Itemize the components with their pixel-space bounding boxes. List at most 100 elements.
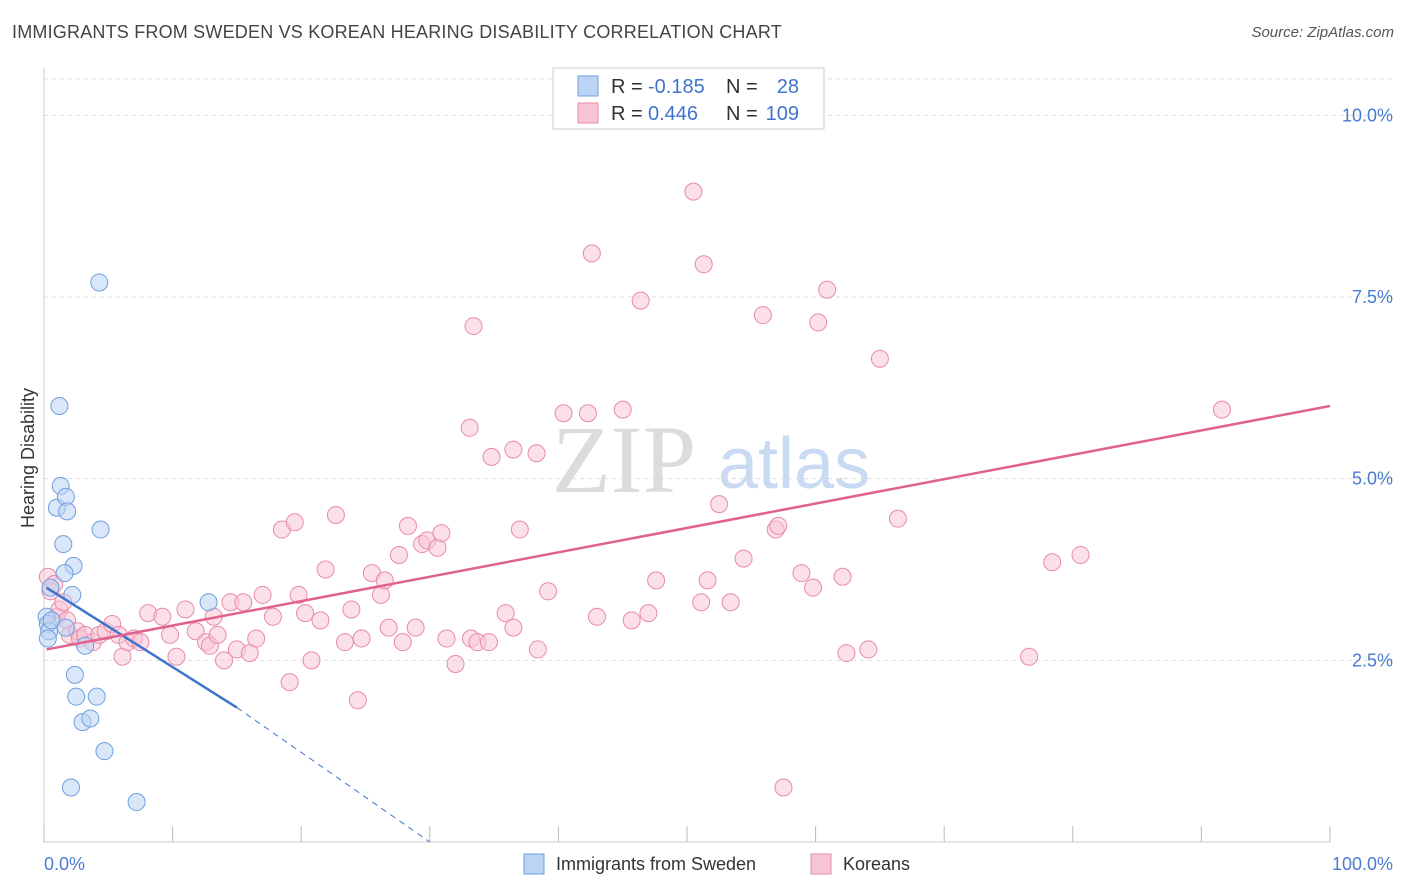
koreans-point [631, 291, 650, 310]
koreans-point [833, 567, 852, 586]
koreans-point [335, 633, 354, 652]
sweden-point [62, 778, 81, 797]
koreans-point [753, 306, 772, 325]
koreans-point [587, 607, 606, 626]
koreans-point [289, 585, 308, 604]
koreans-point [684, 182, 703, 201]
koreans-point [504, 618, 523, 637]
koreans-point [446, 654, 465, 673]
koreans-point [578, 404, 597, 423]
koreans-point [482, 447, 501, 466]
legend-n-label-koreans: N = [726, 103, 758, 125]
koreans-point [215, 651, 234, 670]
koreans-point [263, 607, 282, 626]
y-tick-label: 2.5% [1352, 650, 1393, 670]
koreans-point [496, 604, 515, 623]
koreans-point [698, 571, 717, 590]
koreans-point [527, 444, 546, 463]
koreans-point [247, 629, 266, 648]
legend-r-label-sweden: R = [611, 76, 643, 98]
x-tick-label-max: 100.0% [1332, 854, 1393, 874]
koreans-point [1071, 545, 1090, 564]
koreans-point [285, 513, 304, 532]
legend-r-value-koreans: 0.446 [648, 103, 698, 125]
x-tick-label-min: 0.0% [44, 854, 85, 874]
sweden-point [55, 564, 74, 583]
koreans-point [379, 618, 398, 637]
koreans-point [464, 317, 483, 336]
koreans-point [582, 244, 601, 263]
koreans-point [804, 578, 823, 597]
koreans-point [176, 600, 195, 619]
sweden-point [81, 709, 100, 728]
koreans-point [639, 604, 658, 623]
koreans-point [280, 673, 299, 692]
y-tick-labels: 2.5% 5.0% 7.5% 10.0% [1342, 105, 1393, 670]
series-legend: Immigrants from Sweden Koreans [523, 853, 910, 875]
koreans-point [818, 280, 837, 299]
y-tick-label: 10.0% [1342, 105, 1393, 125]
gridlines [44, 78, 1393, 661]
koreans-point [437, 629, 456, 648]
sweden-point [127, 793, 146, 812]
koreans-point [510, 520, 529, 539]
trendlines [45, 404, 1331, 843]
sweden-point [67, 687, 86, 706]
koreans-point [352, 629, 371, 648]
bottom-legend-label-koreans: Koreans [843, 854, 910, 874]
koreans-point [710, 495, 729, 514]
legend-swatch-koreans [577, 102, 599, 124]
koreans-point [792, 564, 811, 583]
sweden-point [87, 687, 106, 706]
koreans-point [622, 611, 641, 630]
sweden-trendline [45, 586, 238, 709]
sweden-point [56, 618, 75, 637]
koreans-point [554, 404, 573, 423]
koreans-point [1212, 400, 1231, 419]
koreans-point [479, 633, 498, 652]
koreans-point [769, 516, 788, 535]
sweden-point [54, 535, 73, 554]
koreans-point [393, 633, 412, 652]
koreans-point [837, 644, 856, 663]
koreans-point [161, 625, 180, 644]
koreans-point [208, 625, 227, 644]
koreans-point [734, 549, 753, 568]
koreans-point [613, 400, 632, 419]
sweden-point [58, 502, 77, 521]
axes [43, 68, 1331, 843]
correlation-legend: R = -0.185 N = 28 R = 0.446 N = 109 [552, 67, 825, 130]
sweden-point [91, 520, 110, 539]
sweden-point [42, 611, 61, 630]
koreans-point [253, 585, 272, 604]
koreans-point [296, 604, 315, 623]
chart-source: Source: ZipAtlas.com [1251, 24, 1394, 41]
sweden-point [65, 665, 84, 684]
watermark-atlas: atlas [718, 424, 870, 504]
koreans-point [234, 593, 253, 612]
koreans-point [1043, 553, 1062, 572]
koreans-point [692, 593, 711, 612]
legend-n-label-sweden: N = [726, 76, 758, 98]
koreans-point [302, 651, 321, 670]
watermark-zip: ZIP [552, 406, 696, 513]
koreans-point [859, 640, 878, 659]
y-tick-label: 7.5% [1352, 287, 1393, 307]
sweden-point [95, 742, 114, 761]
koreans-point [348, 691, 367, 710]
koreans-point [432, 524, 451, 543]
sweden-point [38, 629, 57, 648]
koreans-point [774, 778, 793, 797]
y-axis-title: Hearing Disability [18, 388, 38, 528]
koreans-point [647, 571, 666, 590]
koreans-point [528, 640, 547, 659]
y-tick-label: 5.0% [1352, 469, 1393, 489]
sweden-point [50, 397, 69, 415]
koreans-point [389, 545, 408, 564]
sweden-point [90, 273, 109, 292]
sweden-trendline-extension [236, 707, 431, 843]
sweden-point [199, 593, 218, 612]
koreans-point [311, 611, 330, 630]
koreans-trendline [46, 404, 1331, 651]
